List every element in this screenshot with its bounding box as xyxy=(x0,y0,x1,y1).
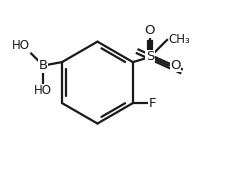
Text: F: F xyxy=(148,96,156,110)
Text: B: B xyxy=(39,59,48,72)
Text: O: O xyxy=(170,59,181,72)
Text: O: O xyxy=(145,24,155,37)
Text: HO: HO xyxy=(34,84,52,97)
Text: CH₃: CH₃ xyxy=(169,33,191,46)
Text: HO: HO xyxy=(11,39,30,52)
Text: S: S xyxy=(146,51,154,63)
